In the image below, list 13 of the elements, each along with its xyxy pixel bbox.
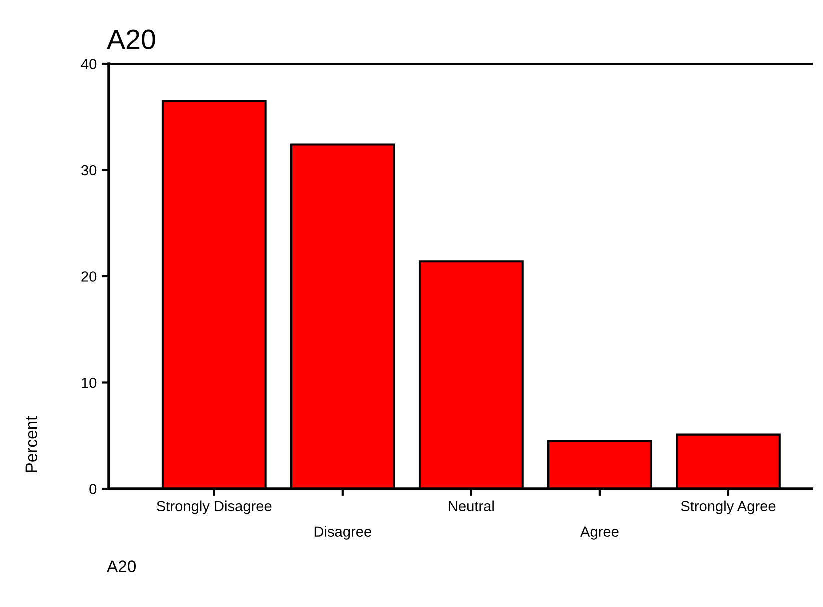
y-tick-label: 10: [82, 378, 97, 388]
y-tick-label: 0: [90, 484, 97, 494]
y-axis-title: Percent: [26, 416, 38, 472]
x-tick-label: Strongly Disagree: [157, 500, 272, 514]
x-tick-label: Agree: [580, 526, 619, 540]
chart-title: A20: [107, 30, 156, 50]
x-tick-label: Neutral: [449, 500, 494, 512]
text: A20: [107, 560, 136, 572]
y-tick-label: 40: [81, 59, 97, 70]
x-tick-label: Disagree: [314, 526, 372, 540]
y-tick-label: 30: [82, 165, 97, 176]
y-tick-label: 20: [82, 272, 97, 282]
x-tick-label: Strongly Agree: [681, 500, 776, 514]
